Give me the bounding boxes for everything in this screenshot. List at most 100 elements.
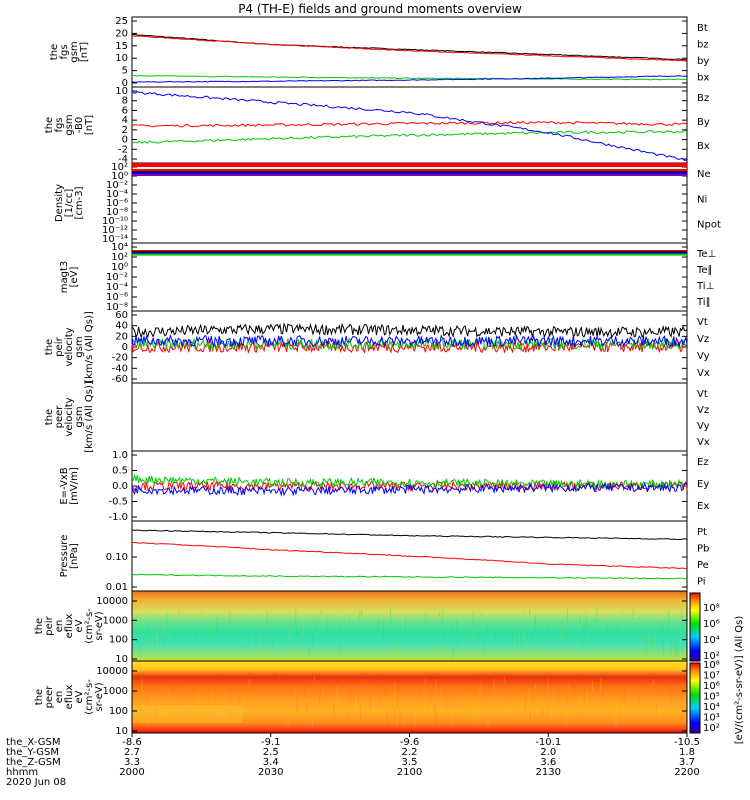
- x-tick-label: 2000: [119, 767, 144, 778]
- x-tick-label: 3.6: [540, 757, 556, 768]
- texture-streak: [358, 614, 360, 621]
- texture-streak: [457, 638, 459, 651]
- y-axis-label-line: gsm: [69, 41, 80, 62]
- texture-streak: [217, 631, 219, 634]
- texture-streak: [584, 618, 586, 634]
- panel-9: 10000 1000 100 10 the peir en eflux eV (cm²-s-sr-…: [34, 590, 688, 665]
- texture-streak: [313, 617, 315, 620]
- y-tick-label: 1.0: [112, 450, 128, 461]
- texture-streak: [660, 643, 662, 647]
- spectrogram-texture: [135, 605, 683, 660]
- texture-streak: [503, 676, 505, 684]
- texture-streak: [487, 715, 489, 730]
- y-tick-label: 10⁻⁶: [106, 198, 128, 209]
- texture-streak: [404, 616, 406, 632]
- texture-streak: [173, 629, 175, 640]
- texture-streak: [156, 629, 158, 646]
- texture-streak: [160, 618, 162, 623]
- texture-streak: [236, 702, 238, 712]
- x-axis-row-label: hhmm: [6, 767, 38, 778]
- plot-title: P4 (TH-E) fields and ground moments over…: [238, 2, 522, 16]
- texture-streak: [498, 630, 500, 638]
- x-tick-label: -10.1: [535, 737, 561, 748]
- y-axis-label-line: fgs: [59, 44, 70, 59]
- y-axis-label-line: [km/s (All Qs)]: [84, 311, 95, 383]
- x-tick-label: 2.2: [402, 747, 418, 758]
- x-tick-label: 2100: [397, 767, 422, 778]
- texture-streak: [535, 617, 537, 622]
- texture-streak: [472, 708, 474, 719]
- texture-streak: [477, 710, 479, 725]
- texture-streak: [523, 644, 525, 647]
- y-axis-label-line: eflux: [64, 614, 75, 639]
- texture-streak: [151, 639, 153, 648]
- texture-streak: [460, 619, 462, 634]
- texture-streak: [531, 633, 533, 645]
- texture-streak: [505, 645, 507, 660]
- colorbar-tick-label: 10⁷: [703, 671, 720, 682]
- texture-streak: [644, 700, 646, 705]
- spectrogram: [132, 591, 687, 661]
- texture-streak: [496, 705, 498, 713]
- texture-streak: [519, 636, 521, 644]
- texture-streak: [308, 643, 310, 656]
- texture-streak: [379, 676, 381, 692]
- texture-streak: [294, 710, 296, 712]
- texture-streak: [579, 643, 581, 647]
- texture-streak: [660, 712, 662, 722]
- texture-streak: [600, 685, 602, 689]
- texture-streak: [481, 612, 483, 616]
- texture-streak: [579, 615, 581, 624]
- texture-streak: [491, 676, 493, 690]
- texture-streak: [176, 678, 178, 683]
- y-tick-label: 40: [115, 321, 128, 332]
- texture-streak: [386, 713, 388, 718]
- texture-streak: [248, 606, 250, 609]
- x-axis-row-label: the_X-GSM: [6, 737, 60, 748]
- legend-entry: Vx: [697, 437, 710, 448]
- y-axis-label: the peir velocity gsm [km/s (All Qs)]: [44, 311, 95, 383]
- texture-streak: [211, 627, 213, 636]
- legend-entry: Ni: [697, 194, 707, 205]
- texture-streak: [654, 634, 656, 648]
- texture-streak: [218, 717, 220, 723]
- texture-streak: [284, 718, 286, 723]
- texture-streak: [505, 699, 507, 715]
- spectrogram-patch: [132, 705, 243, 723]
- texture-streak: [200, 608, 202, 619]
- y-axis-label-line: gsm: [74, 336, 85, 357]
- texture-streak: [570, 690, 572, 698]
- texture-streak: [523, 609, 525, 619]
- texture-streak: [266, 644, 268, 659]
- texture-streak: [300, 682, 302, 685]
- texture-streak: [548, 621, 550, 631]
- texture-streak: [368, 711, 370, 716]
- texture-streak: [182, 698, 184, 701]
- texture-streak: [541, 684, 543, 692]
- texture-streak: [239, 619, 241, 626]
- texture-streak: [355, 694, 357, 710]
- texture-streak: [452, 642, 454, 660]
- texture-streak: [295, 608, 297, 627]
- legend: Pt Pb Pe Pi: [697, 527, 709, 588]
- texture-streak: [574, 643, 576, 647]
- texture-streak: [442, 632, 444, 640]
- texture-streak: [532, 708, 534, 712]
- texture-streak: [166, 612, 168, 622]
- texture-streak: [150, 694, 152, 707]
- texture-streak: [440, 686, 442, 696]
- y-tick-label: 10⁻⁸: [106, 207, 128, 218]
- x-tick-label: 3.7: [679, 757, 695, 768]
- texture-streak: [340, 610, 342, 612]
- texture-streak: [442, 644, 444, 655]
- texture-streak: [503, 718, 505, 734]
- texture-streak: [586, 615, 588, 628]
- y-tick-label: 10⁻¹⁴: [102, 234, 128, 245]
- colorbar-tick-label: 10⁵: [703, 692, 720, 703]
- y-axis-label-line: peer: [44, 685, 55, 709]
- texture-streak: [359, 610, 361, 614]
- colorbar-label: [eV/(cm²-s-sr-eV)] (All Qs): [734, 616, 745, 745]
- series-Pe: [131, 573, 688, 580]
- texture-streak: [580, 676, 582, 692]
